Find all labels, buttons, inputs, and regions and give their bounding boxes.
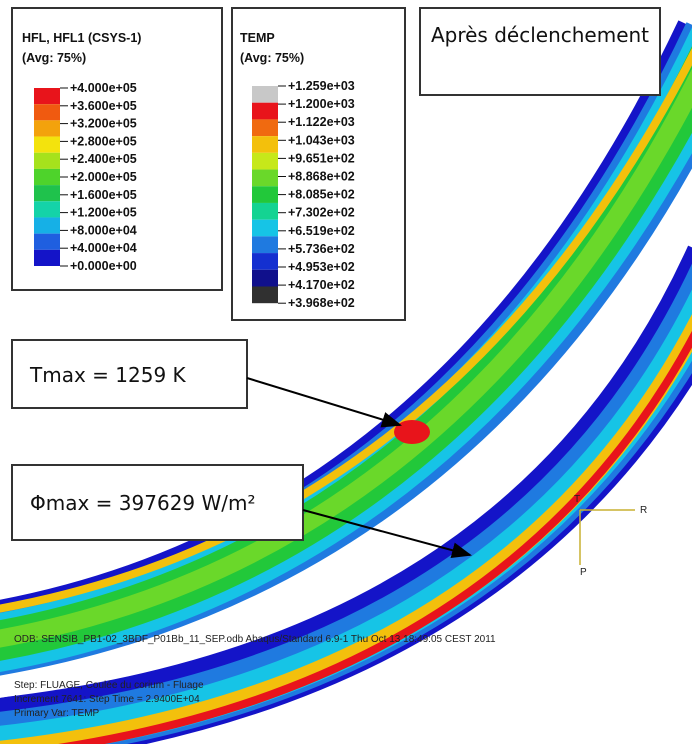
footer-increment: Increment 7641: Step Time = 2.9400E+04 — [14, 694, 200, 705]
triad-label: T — [574, 494, 580, 505]
legend-label: +2.400e+05 — [70, 152, 137, 166]
legend-swatch — [34, 201, 60, 218]
legend-label: +1.259e+03 — [288, 79, 355, 93]
legend-label: +8.000e+04 — [70, 223, 137, 237]
legend-swatch — [252, 86, 278, 103]
legend-swatch — [34, 185, 60, 202]
legend-swatch — [34, 249, 60, 266]
legend-label: +4.000e+04 — [70, 241, 137, 255]
legend-swatch — [34, 136, 60, 153]
state-label: Après déclenchement — [431, 23, 649, 47]
legend-label: +3.600e+05 — [70, 99, 137, 113]
legend-label: +1.200e+05 — [70, 206, 137, 220]
legend-swatch — [34, 152, 60, 169]
legend-label: +1.200e+03 — [288, 97, 355, 111]
legend-swatch — [252, 236, 278, 254]
legend-label: +4.000e+05 — [70, 81, 137, 95]
legend-avg: (Avg: 75%) — [22, 51, 86, 65]
footer-odb: ODB: SENSIB_PB1-02_3BDF_P01Bb_11_SEP.odb… — [14, 634, 496, 645]
legend-swatch — [252, 119, 278, 137]
legend-label: +1.043e+03 — [288, 133, 355, 147]
legend-swatch — [252, 202, 278, 220]
annotation-box — [11, 339, 248, 409]
legend-swatch — [34, 233, 60, 250]
legend-label: +9.651e+02 — [288, 151, 355, 165]
legend-swatch — [252, 269, 278, 287]
legend-label: +4.170e+02 — [288, 278, 355, 292]
triad-label: P — [580, 567, 587, 578]
legend-swatch — [252, 219, 278, 237]
legend-label: +8.085e+02 — [288, 188, 355, 202]
legend-label: +3.200e+05 — [70, 117, 137, 131]
footer-step: Step: FLUAGE, Coulée du corium - Fluage — [14, 680, 204, 691]
annotation-box — [11, 464, 304, 541]
footer-var: Primary Var: TEMP — [14, 708, 100, 719]
legend-label: +2.000e+05 — [70, 170, 137, 184]
legend-label: +1.122e+03 — [288, 115, 355, 129]
legend-label: +5.736e+02 — [288, 242, 355, 256]
legend-label: +2.800e+05 — [70, 134, 137, 148]
legend-swatch — [34, 88, 60, 105]
legend-swatch — [252, 186, 278, 203]
arrow — [246, 377, 402, 428]
legend-label: +7.302e+02 — [288, 206, 355, 220]
legend-swatch — [34, 168, 60, 186]
legend-label: +3.968e+02 — [288, 296, 355, 310]
legend-swatch — [34, 104, 60, 121]
legend-swatch — [252, 169, 278, 187]
legend-swatch — [252, 136, 278, 153]
legend-swatch — [34, 120, 60, 137]
legend-title: TEMP — [240, 31, 275, 45]
legend-label: +1.600e+05 — [70, 188, 137, 202]
legend-swatch — [34, 217, 60, 234]
annotation: Tmax = 1259 K — [29, 363, 187, 387]
legend-label: +8.868e+02 — [288, 170, 355, 184]
legend-swatch — [252, 152, 278, 170]
legend-label: +6.519e+02 — [288, 224, 355, 238]
state-box — [419, 7, 661, 96]
triad — [579, 509, 635, 565]
legend-avg: (Avg: 75%) — [240, 51, 304, 65]
legend-title: HFL, HFL1 (CSYS-1) — [22, 31, 141, 45]
legend-swatch — [252, 286, 278, 304]
legend-swatch — [252, 102, 278, 120]
triad-label: R — [640, 505, 647, 516]
legend-label: +4.953e+02 — [288, 260, 355, 274]
legend-swatch — [252, 253, 278, 270]
annotation: Φmax = 397629 W/m² — [30, 491, 256, 515]
legend-label: +0.000e+00 — [70, 259, 137, 273]
arrow — [302, 509, 472, 559]
